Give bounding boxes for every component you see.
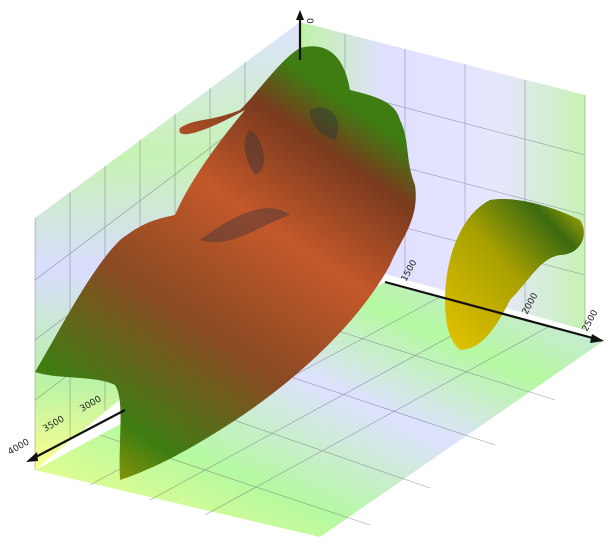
right-axis <box>384 280 601 342</box>
tick-label: 0 <box>304 18 314 24</box>
isosurface-main <box>35 46 416 480</box>
left-axis <box>29 409 126 461</box>
axis-arrow-icon <box>590 334 604 343</box>
axis-arrow-icon <box>26 452 38 462</box>
isosurface-secondary <box>445 199 584 350</box>
tick-label: 4000 <box>7 437 32 457</box>
isosurface-shading <box>200 107 339 243</box>
axis-arrow-icon <box>296 10 304 20</box>
axes <box>29 15 601 461</box>
